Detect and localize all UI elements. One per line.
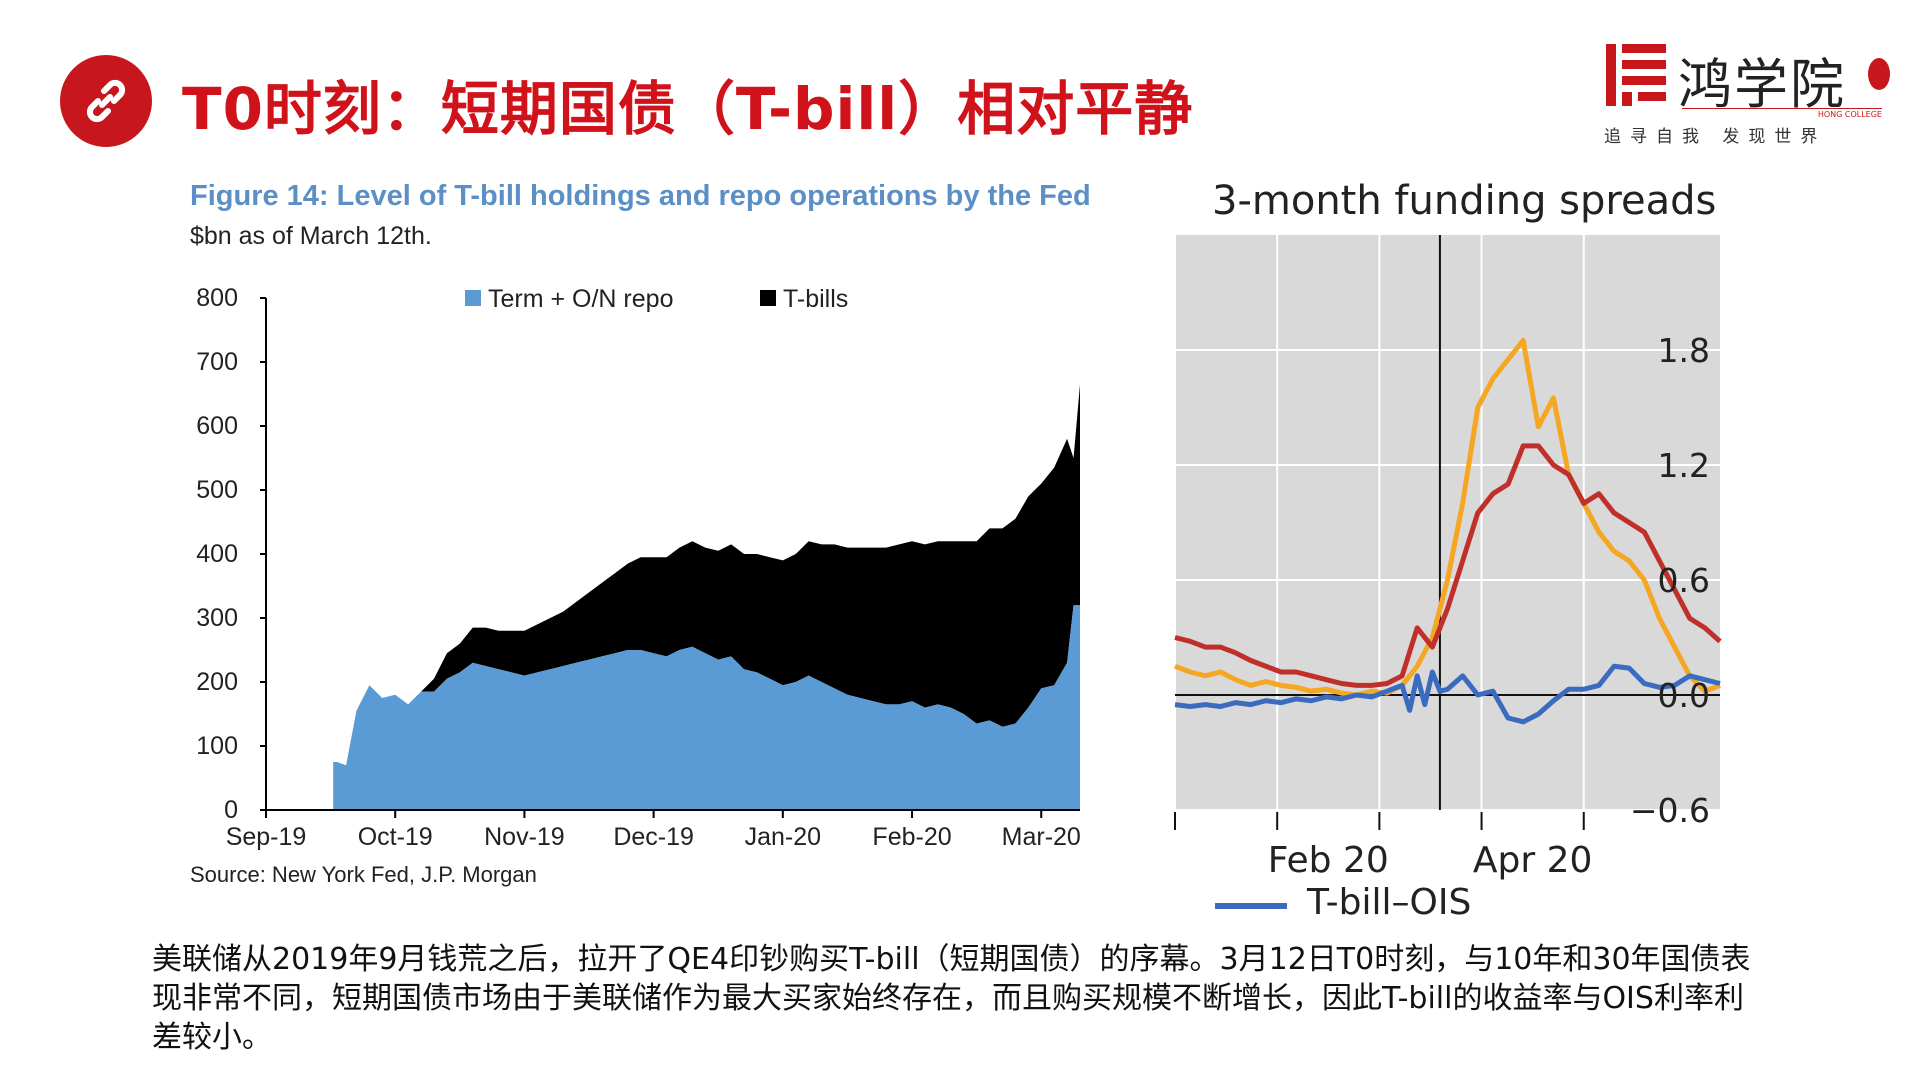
x-tick-label: Sep-19 (226, 823, 307, 851)
plot-background (1175, 235, 1720, 810)
chart2-plot: 1.8 1.2 0.6 0.0 −0.6 Feb 20 Apr 20 (1174, 235, 1722, 881)
y-tick-label: 500 (196, 476, 238, 504)
x-tick-label: Apr 20 (1473, 840, 1593, 881)
x-tick-label: Dec-19 (613, 823, 694, 851)
chart1-source: Source: New York Fed, J.P. Morgan (190, 862, 537, 887)
logo-name: 鸿学院 (1678, 53, 1846, 116)
y-tick-label: 700 (196, 348, 238, 376)
legend-label-repo: Term + O/N repo (488, 285, 673, 313)
chart1-plot: 0 100 200 300 400 500 600 700 800 Sep-19 Oct-19 Nov… (196, 284, 1081, 851)
y-tick-label: 1.8 (1658, 331, 1710, 370)
page-title: T0时刻：短期国债（T-bill）相对平静 (182, 75, 1194, 143)
y-tick-label: 800 (196, 284, 238, 312)
x-tick-label: Jan-20 (745, 823, 821, 851)
y-tick-label: 400 (196, 540, 238, 568)
tbills-area (333, 384, 1080, 766)
x-tick-label: Feb-20 (872, 823, 951, 851)
y-tick-label: 1.2 (1658, 446, 1710, 485)
x-tick-label: Nov-19 (484, 823, 565, 851)
y-tick-label: 0 (224, 796, 238, 824)
series-line-2 (1174, 443, 1722, 688)
series-line-0 (1174, 663, 1721, 725)
seal-stamp (1868, 58, 1890, 90)
x-tick-label: Oct-19 (358, 823, 433, 851)
y-tick-label: −0.6 (1630, 791, 1710, 830)
legend-swatch-repo (465, 290, 481, 306)
legend-swatch-tbills (760, 290, 776, 306)
y-tick-label: 200 (196, 668, 238, 696)
chart2-title: 3-month funding spreads (1212, 178, 1717, 224)
logo-english: HONG COLLEGE (1682, 108, 1882, 119)
logo-tagline: 追寻自我 发现世界 (1604, 127, 1827, 147)
logo-mark (1606, 44, 1666, 106)
body-paragraph: 美联储从2019年9月钱荒之后，拉开了QE4印钞购买T-bill（短期国债）的序… (152, 942, 1751, 1055)
y-tick-label: 600 (196, 412, 238, 440)
legend-label-tbill-ois: T-bill–OIS (1307, 882, 1472, 923)
chart1-title: Figure 14: Level of T-bill holdings and … (190, 180, 1091, 212)
college-logo: 鸿学院 HONG COLLEGE 追寻自我 发现世界 (1604, 40, 1894, 150)
y-tick-label: 100 (196, 732, 238, 760)
x-tick-label: Feb 20 (1268, 840, 1389, 881)
x-tick-label: Mar-20 (1002, 823, 1081, 851)
y-tick-label: 0.6 (1658, 561, 1710, 600)
legend-label-tbills: T-bills (783, 285, 848, 313)
repo-area (333, 605, 1080, 810)
y-tick-label: 0.0 (1658, 676, 1710, 715)
y-tick-label: 300 (196, 604, 238, 632)
link-icon (60, 55, 152, 147)
series-line-1 (1174, 337, 1721, 698)
legend-swatch-tbill-ois (1215, 903, 1287, 909)
chart1-subtitle: $bn as of March 12th. (190, 222, 432, 250)
